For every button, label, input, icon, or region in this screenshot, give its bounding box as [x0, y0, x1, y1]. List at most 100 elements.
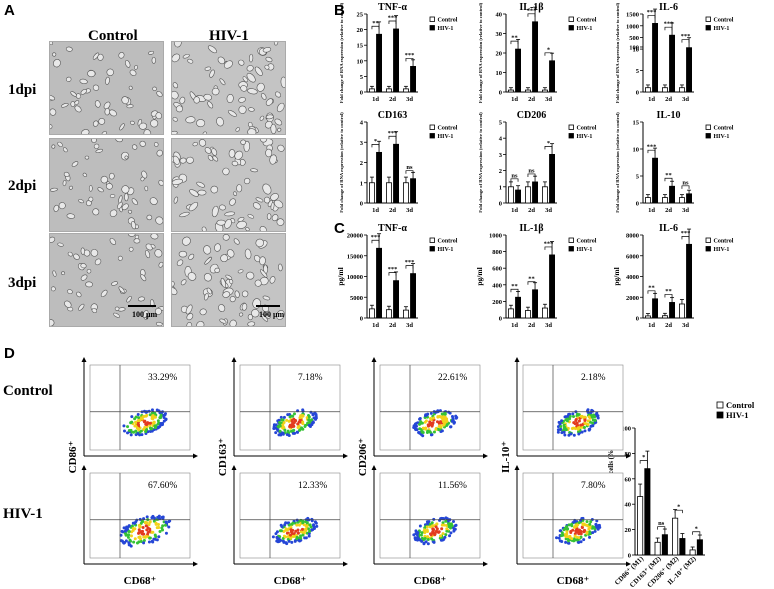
flow-dot [153, 426, 157, 430]
flow-dot [415, 533, 419, 537]
flow-dot [567, 541, 571, 545]
flow-dot [146, 430, 150, 434]
flow-dot [420, 430, 424, 434]
flow-dot [297, 428, 301, 432]
significance-label: *** [405, 259, 415, 266]
flow-dot [147, 523, 151, 527]
legend-label-control: Control [438, 18, 458, 24]
cell-shape [210, 185, 219, 194]
cell-shape [128, 85, 133, 90]
flow-dot [557, 536, 561, 540]
y-tick-label: 10000 [347, 274, 363, 281]
flow-dot [447, 522, 451, 526]
flow-dot [132, 540, 136, 544]
cell-shape [270, 202, 275, 211]
cell-shape [236, 184, 243, 193]
cell-shape [227, 110, 237, 117]
flow-dot [436, 415, 440, 419]
category-label: 2d [389, 322, 396, 329]
flow-dot [133, 537, 137, 541]
panel-label-a: A [4, 2, 15, 19]
cell-shape [277, 144, 285, 152]
flow-dot [306, 527, 310, 531]
cell-shape [150, 234, 159, 240]
y-tick-label: 10 [633, 47, 640, 54]
cell-shape [236, 220, 247, 229]
significance-bracket [647, 149, 656, 154]
cell-shape [118, 286, 125, 294]
flow-dot [439, 534, 443, 538]
cell-shape [259, 115, 265, 121]
flow-dot [138, 517, 142, 521]
cell-shape [114, 306, 120, 311]
flow-dot [159, 421, 163, 425]
flow-dot [565, 417, 569, 421]
cell-shape [57, 141, 63, 147]
flow-dot [556, 430, 560, 434]
significance-label: ** [648, 284, 655, 291]
flow-dot [441, 521, 445, 525]
cell-shape [240, 85, 248, 92]
flow-dot [573, 534, 577, 538]
flow-dot [163, 412, 167, 416]
cell-shape [87, 70, 96, 78]
flow-row-label-control: Control [3, 383, 53, 399]
y-tick-label: 20 [357, 27, 364, 34]
legend-swatch-hiv [429, 246, 435, 252]
cell-shape [138, 122, 148, 130]
flow-dot [437, 428, 441, 432]
significance-label: ** [665, 288, 672, 295]
category-label: 1d [372, 207, 379, 214]
flow-dot [445, 527, 449, 531]
y-axis-label: Fold change of RNA expression (relative … [478, 112, 483, 213]
flow-dot [135, 426, 139, 430]
flow-dot [445, 517, 449, 521]
flow-dot [418, 524, 422, 528]
cell-shape [80, 263, 87, 269]
cell-shape [172, 82, 178, 89]
cell-shape [113, 312, 120, 318]
cell-shape [225, 274, 233, 280]
flow-dot [422, 537, 426, 541]
flow-dot [135, 541, 139, 545]
cell-shape [118, 52, 125, 59]
y-tick-label: 2 [360, 160, 363, 167]
cell-shape [196, 119, 206, 128]
flow-dot [308, 523, 312, 527]
y-tick-label: 25 [357, 12, 364, 19]
flow-dot [570, 524, 574, 528]
y-tick-label: 1 [360, 180, 363, 187]
y-tick-label: 40 [625, 502, 632, 509]
cell-shape [237, 269, 244, 274]
significance-bracket [371, 25, 380, 30]
flow-dot [591, 418, 595, 422]
cell-shape [226, 93, 234, 104]
flow-dot [425, 528, 429, 532]
cell-shape [179, 96, 186, 104]
chart-title: IL-1β [519, 2, 543, 13]
cell-shape [155, 321, 163, 326]
flow-dot [426, 538, 430, 542]
y-tick-label: 0 [636, 316, 639, 323]
significance-bracket [510, 40, 519, 45]
cell-shape [229, 296, 236, 303]
flow-plot-frame [239, 472, 341, 559]
significance-label: *** [388, 266, 398, 273]
flow-plot: 2.18% [514, 357, 631, 459]
quadrant-percentage: 12.33% [298, 481, 327, 491]
cell-shape [222, 234, 230, 241]
cell-shape [251, 309, 260, 318]
category-label: 1d [511, 207, 518, 214]
flow-dot [438, 424, 442, 428]
cell-shape [265, 98, 274, 106]
flow-dot [301, 533, 305, 537]
flow-dot [286, 528, 290, 532]
cell-shape [78, 303, 85, 311]
flow-dot [282, 415, 286, 419]
cell-shape [203, 273, 212, 282]
flow-x-label: CD68⁺ [274, 575, 307, 587]
flow-dot [413, 537, 417, 541]
flow-dot [586, 419, 590, 423]
cell-shape [97, 187, 104, 193]
